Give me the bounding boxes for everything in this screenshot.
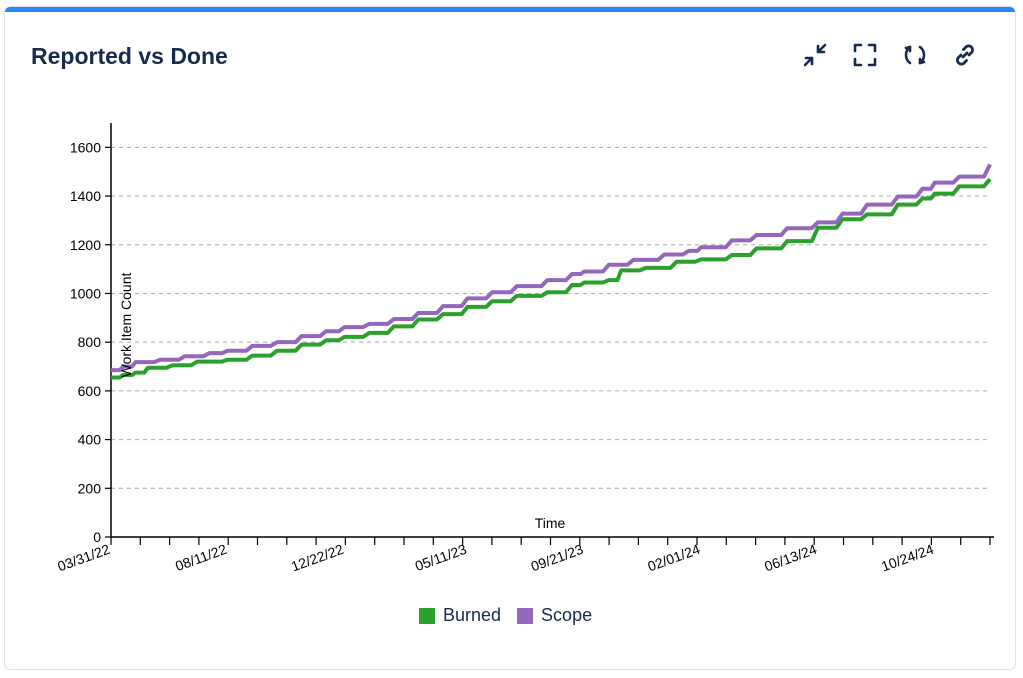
- collapse-button[interactable]: [799, 39, 831, 71]
- y-tick-label: 600: [78, 383, 102, 399]
- x-tick-label: 03/31/22: [55, 541, 112, 575]
- card-accent-bar: [5, 7, 1015, 12]
- x-axis-label: Time: [535, 515, 566, 531]
- series-line-scope[interactable]: [111, 163, 992, 373]
- axes: 0 200 400 600 800 1000 1200 1400 1600 03/31/22 08/…: [55, 123, 994, 574]
- expand-button[interactable]: [849, 39, 881, 71]
- series-line-burned[interactable]: [111, 177, 992, 380]
- y-tick-label: 1400: [70, 188, 101, 204]
- legend-label-scope: Scope: [541, 605, 593, 625]
- x-tick-label: 06/13/24: [762, 541, 819, 575]
- x-tick-label: 12/22/22: [289, 541, 346, 575]
- chart-legend: Burned Scope: [419, 605, 592, 626]
- refresh-icon: [904, 45, 926, 65]
- y-tick-label: 1000: [70, 285, 101, 301]
- y-tick-label: 800: [78, 334, 102, 350]
- y-tick-label: 1200: [70, 237, 101, 253]
- x-tick-label: 09/21/23: [529, 541, 586, 575]
- expand-icon: [853, 43, 877, 67]
- link-button[interactable]: [949, 39, 981, 71]
- grid-lines: [111, 146, 990, 489]
- collapse-icon: [803, 43, 827, 67]
- line-chart: 0 200 400 600 800 1000 1200 1400 1600 03/31/22 08/…: [55, 123, 994, 574]
- card-title: Reported vs Done: [31, 43, 228, 69]
- legend-swatch-burned: [419, 607, 435, 624]
- x-tick-label: 05/11/23: [413, 541, 469, 574]
- link-icon: [956, 44, 974, 66]
- refresh-button[interactable]: [899, 39, 931, 71]
- card-toolbar: [799, 39, 981, 71]
- x-tick-label: 02/01/24: [645, 541, 702, 575]
- y-axis-label: Work Item Count: [118, 273, 134, 378]
- legend-item-scope[interactable]: Scope: [517, 605, 592, 626]
- y-tick-label: 1600: [70, 139, 101, 155]
- legend-item-burned[interactable]: Burned: [419, 605, 501, 626]
- y-tick-label: 0: [93, 529, 101, 545]
- x-tick-label: 08/11/22: [173, 541, 229, 574]
- chart-card: Reported vs Done: [4, 6, 1016, 670]
- legend-label-burned: Burned: [443, 605, 502, 625]
- x-tick-label: 10/24/24: [879, 541, 936, 575]
- y-tick-label: 400: [78, 432, 102, 448]
- series-lines: [111, 163, 992, 380]
- y-tick-label: 200: [78, 480, 102, 496]
- legend-swatch-scope: [517, 607, 534, 624]
